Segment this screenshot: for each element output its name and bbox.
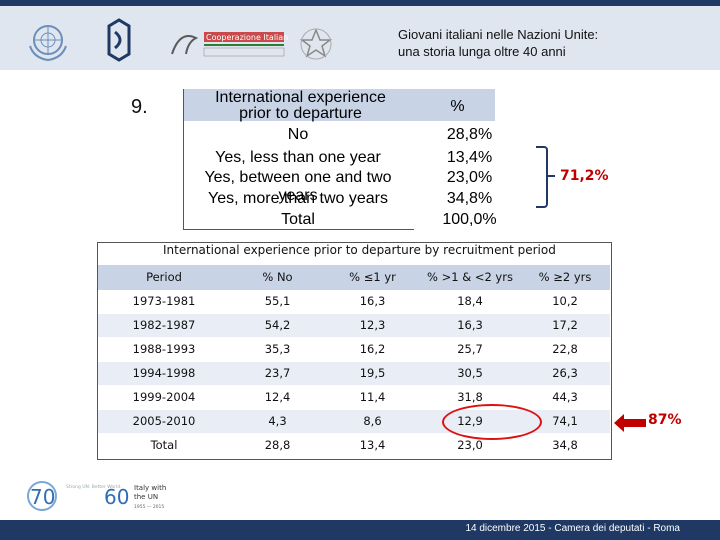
experience-row-value: 28,8% [446,126,493,143]
value-cell: 28,8 [264,438,291,452]
top-bar [0,0,720,6]
value-cell: 12,4 [264,390,291,404]
un-emblem-icon [29,25,67,62]
table-row: 1994-1998 23,7 19,5 30,5 26,3 [98,362,610,385]
value-cell: 55,1 [264,294,291,308]
header-title: Giovani italiani nelle Nazioni Unite: un… [398,26,658,60]
value-cell: 19,5 [359,366,386,380]
value-cell: 30,5 [457,366,483,380]
table-row: 1988-1993 35,3 16,2 25,7 22,8 [98,338,610,361]
experience-row-value: 13,4% [446,149,493,166]
experience-col-header: International experience prior to depart… [215,89,386,122]
slide-number: 9. [131,96,148,118]
camera-logo-icon [107,18,131,62]
value-cell: 31,8 [457,390,483,404]
experience-row-label: Yes, between one and two years [204,169,392,204]
value-cell: 12,3 [359,318,386,332]
experience-row-label: Yes, less than one year [215,149,381,166]
value-cell: 18,4 [457,294,483,308]
cooperazione-logo-icon: Cooperazione Italiana [171,32,288,57]
italy60-number: 60 [104,485,129,509]
value-cell: 8,6 [363,414,382,428]
header-title-line2: una storia lunga oltre 40 anni [398,44,566,59]
header-band: Cooperazione Italiana Giovani italiani n… [0,6,720,70]
value-cell: 74,1 [552,414,578,428]
period-table-border [97,242,612,460]
value-cell: 54,2 [264,318,291,332]
experience-row-label: Total [281,211,315,228]
period-cell: 1988-1993 [132,342,196,356]
value-cell: 25,7 [457,342,483,356]
value-cell: 10,2 [552,294,578,308]
value-cell: 16,3 [457,318,483,332]
table-row: 1982-1987 54,2 12,3 16,3 17,2 [98,314,610,337]
left-arrow-icon [614,414,646,432]
experience-row-value: 23,0% [446,169,493,186]
period-header-cell: Period [146,270,182,284]
period-cell: 1994-1998 [132,366,196,380]
anniversary-logos: 70 Strong UN. Better World. 60 Italy wit… [27,481,166,511]
italy-emblem-icon [299,27,333,60]
italy60-line1: Italy with [134,484,166,492]
footer-text: 14 dicembre 2015 - Camera dei deputati -… [465,523,680,534]
table-row: 1999-2004 12,4 11,4 31,8 44,3 [98,386,610,409]
un70-tagline: Strong UN. Better World. [66,484,122,490]
period-cell: 1982-1987 [132,318,196,332]
period-header-cell: % ≤1 yr [349,270,396,284]
experience-row-value: 34,8% [446,190,493,207]
period-table-title-text: International experience prior to depart… [163,243,556,257]
table-row: 1973-1981 55,1 16,3 18,4 10,2 [98,290,610,313]
yes-total-annotation: 71,2% [560,168,609,184]
experience-table-header [183,89,495,121]
highlight-ellipse [442,404,542,440]
value-cell: 17,2 [552,318,578,332]
period-table-header: Period % No % ≤1 yr % >1 & <2 yrs % ≥2 y… [98,265,610,290]
italy60-years: 1955 — 2015 [134,504,164,510]
svg-text:Cooperazione Italiana: Cooperazione Italiana [206,33,288,42]
italy60-logo-icon: 60 Italy with the UN 1955 — 2015 [104,484,166,510]
value-cell: 16,2 [359,342,386,356]
value-cell: 22,8 [552,342,578,356]
value-cell: 16,3 [359,294,386,308]
period-header-cell: % >1 & <2 yrs [427,270,513,284]
percent-col-header: % [450,98,465,115]
period-header-cell: % No [262,270,293,284]
bracket-annotation [536,146,548,208]
share-annotation: 87% [648,412,682,428]
period-cell: Total [150,438,178,452]
period-table-title: International experience prior to depart… [97,243,610,257]
un70-logo-icon: 70 Strong UN. Better World. [27,481,122,511]
value-cell: 23,0 [457,438,483,452]
experience-table-border [183,89,414,230]
value-cell: 23,7 [264,366,291,380]
italy60-line2: the UN [134,493,158,501]
header-title-line1: Giovani italiani nelle Nazioni Unite: [398,27,599,42]
value-cell: 4,3 [268,414,287,428]
experience-row-label: No [287,126,309,143]
un70-number: 70 [30,485,55,509]
footer-bar [0,520,720,540]
value-cell: 11,4 [359,390,386,404]
experience-row-value: 100,0% [442,211,497,228]
period-cell: 1999-2004 [132,390,196,404]
period-header-cell: % ≥2 yrs [538,270,592,284]
value-cell: 35,3 [264,342,291,356]
value-cell: 26,3 [552,366,578,380]
period-cell: 1973-1981 [132,294,196,308]
value-cell: 13,4 [359,438,386,452]
value-cell: 44,3 [552,390,578,404]
value-cell: 34,8 [552,438,578,452]
period-cell: 2005-2010 [132,414,196,428]
table-row: Total 28,8 13,4 23,0 34,8 [98,434,610,457]
bracket-tick [547,175,555,177]
experience-row-label: Yes, more than two years [208,190,388,207]
